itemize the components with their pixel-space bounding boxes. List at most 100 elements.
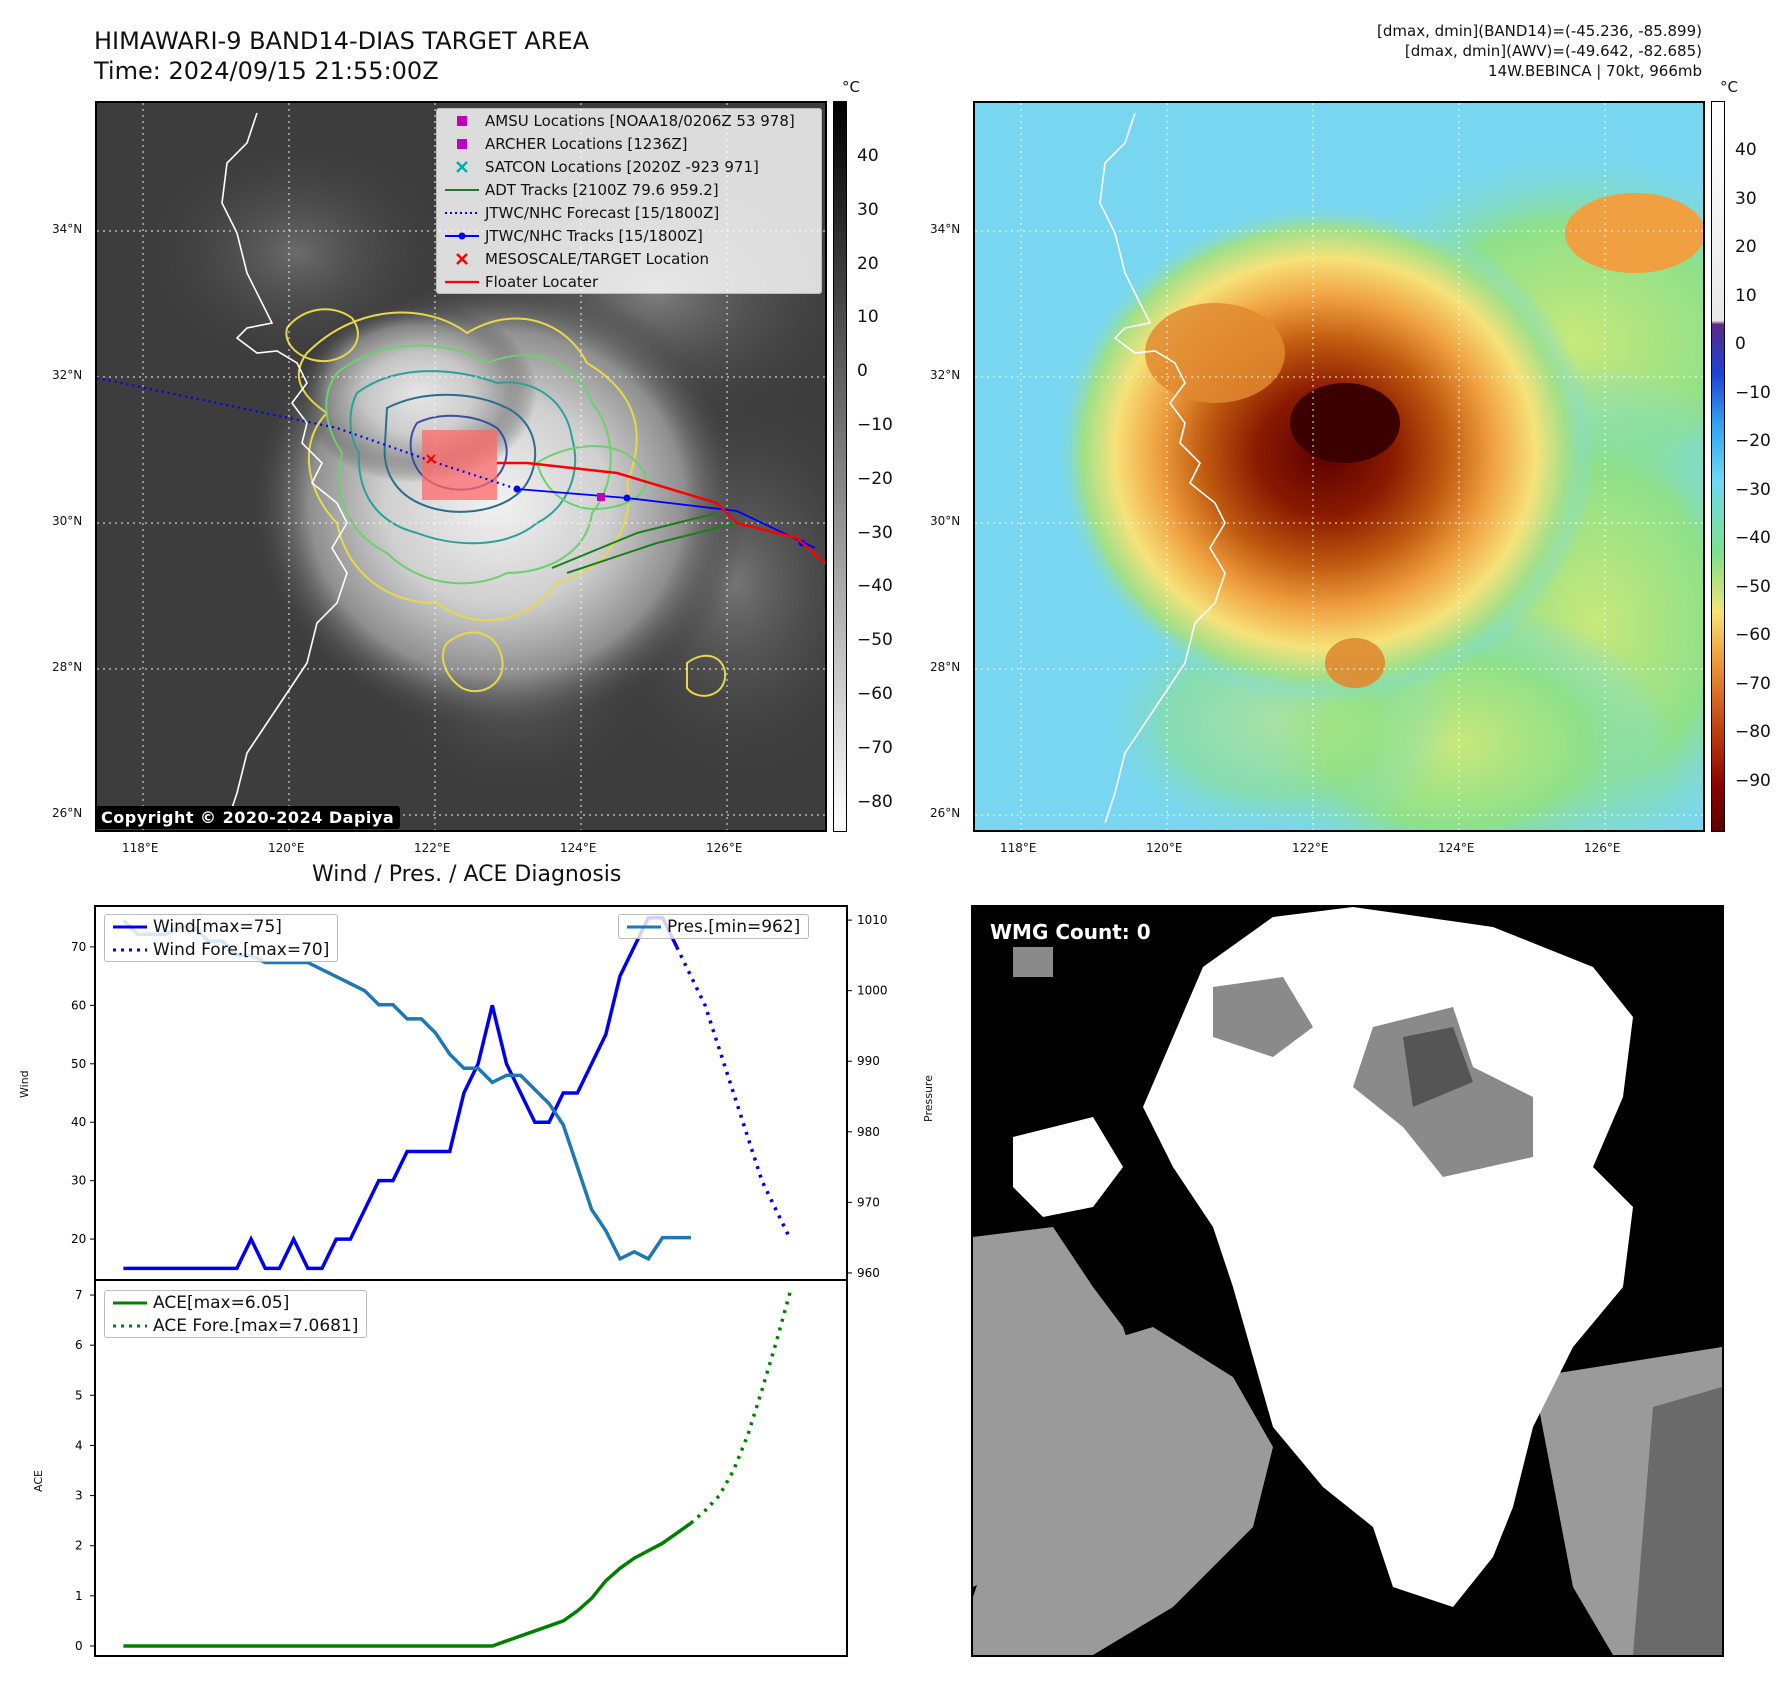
ace-ytick-label: 1 [75,1589,83,1603]
wind-ytick-label: 30 [71,1174,86,1188]
legend-adt: ADT Tracks [2100Z 79.6 959.2] [437,178,821,201]
lat-label-34-left: 34°N [52,222,83,236]
colorbar-left-tick: 30 [857,199,879,220]
wind-ytick-label: 60 [71,998,86,1012]
wind-ytick-label: 40 [71,1115,86,1129]
ace-ytick-label: 6 [75,1338,83,1352]
wind-legend: Wind[max=75] Wind Fore.[max=70] [104,914,339,962]
ace-ytick-label: 3 [75,1489,83,1503]
colorbar-right-tick: −80 [1735,722,1771,742]
legend-ace-fore-label: ACE Fore.[max=7.0681] [153,1315,359,1336]
colorbar-left-unit: °C [842,78,860,96]
legend-satcon: SATCON Locations [2020Z -923 971] [437,155,821,178]
ace-axes-frame [94,1279,848,1657]
colorbar-right-tick: 30 [1735,188,1757,209]
pressure-ytick-label: 1000 [857,984,888,998]
colorbar-right-tick: −10 [1735,382,1771,403]
ace-ytick-label: 7 [75,1288,83,1302]
wind-ylabel: Wind [18,1070,31,1098]
colorbar-right-tick: −70 [1735,673,1771,694]
lat-label-28-right: 28°N [930,660,961,674]
lat-label-30-left: 30°N [52,514,83,528]
lon-label-120-left: 120°E [268,841,305,855]
legend-archer-label: ARCHER Locations [1236Z] [485,134,688,153]
lat-label-28-left: 28°N [52,660,83,674]
lat-label-34-right: 34°N [930,222,961,236]
pressure-ylabel: Pressure [922,1075,935,1122]
legend-floater-label: Floater Locater [485,272,599,291]
ace-ytick-label: 2 [75,1539,83,1553]
colorbar-right-tick: −20 [1735,431,1771,451]
wind-ytick-label: 50 [71,1057,86,1071]
pressure-ytick-label: 1010 [857,913,888,927]
legend-wind-fore-label: Wind Fore.[max=70] [153,939,330,960]
colorbar-right-unit: °C [1720,78,1738,96]
series-wind-fore-max- [675,946,792,1240]
wind-ytick-label: 20 [71,1232,86,1246]
colorbar-left-tick: −10 [857,415,893,435]
legend-archer: ARCHER Locations [1236Z] [437,132,821,155]
colorbar-right-tick: −60 [1735,625,1771,645]
legend-wind-label: Wind[max=75] [153,916,282,937]
lat-label-26-right: 26°N [930,806,961,820]
storm-info: 14W.BEBINCA | 70kt, 966mb [1488,62,1702,80]
pressure-ytick-label: 990 [857,1054,880,1068]
colorbar-left-tick: −60 [857,684,893,704]
copyright-badge: Copyright © 2020-2024 Dapiya [95,806,401,829]
colorbar-right-tick: −40 [1735,528,1771,548]
colorbar-right-tick: 10 [1735,285,1757,306]
lon-label-118-left: 118°E [122,841,159,855]
legend-satcon-label: SATCON Locations [2020Z -923 971] [485,157,759,176]
legend-jtwc-forecast-label: JTWC/NHC Forecast [15/1800Z] [485,203,720,222]
ace-ylabel: ACE [32,1470,45,1492]
colorbar-right-tick: 40 [1735,140,1757,160]
lon-label-122-right: 122°E [1292,841,1329,855]
legend-amsu: AMSU Locations [NOAA18/0206Z 53 978] [437,109,821,132]
diagnosis-title: Wind / Pres. / ACE Diagnosis [312,862,622,887]
colorbar-left-tick: −40 [857,576,893,597]
wind-ytick-label: 70 [71,940,86,954]
colorbar-right-tick: −50 [1735,576,1771,597]
pressure-ytick-label: 970 [857,1195,880,1209]
colorbar-left-tick: −70 [857,737,893,758]
colorbar-right-tick: 20 [1735,237,1757,257]
legend-target-label: MESOSCALE/TARGET Location [485,249,710,268]
ace-legend: ACE[max=6.05] ACE Fore.[max=7.0681] [104,1290,368,1338]
legend-floater: Floater Locater [437,270,821,293]
enhanced-ir-map-panel [973,101,1705,832]
colorbar-left [833,101,847,832]
legend-ace-label: ACE[max=6.05] [153,1292,290,1313]
enhanced-ir-map-image [975,103,1703,830]
wind-axes-frame [94,905,848,1281]
series-ace-max- [123,1521,692,1648]
colorbar-left-tick: 10 [857,307,879,328]
lon-label-126-right: 126°E [1584,841,1621,855]
pressure-legend: Pres.[min=962] [618,914,810,939]
colorbar-left-tick: 20 [857,253,879,274]
legend-ace: ACE[max=6.05] [105,1291,366,1314]
dmax-awv: [dmax, dmin](AWV)=(-49.642, -82.685) [1404,42,1702,60]
legend-pres: Pres.[min=962] [619,915,808,938]
colorbar-left-tick: −80 [857,791,893,812]
lat-label-30-right: 30°N [930,514,961,528]
ace-ytick-label: 4 [75,1438,83,1452]
colorbar-left-tick: 0 [857,361,868,382]
colorbar-right-tick: −90 [1735,770,1771,791]
legend-amsu-label: AMSU Locations [NOAA18/0206Z 53 978] [485,111,795,130]
dmax-band14: [dmax, dmin](BAND14)=(-45.236, -85.899) [1377,22,1702,40]
legend-pres-label: Pres.[min=962] [667,916,801,937]
series-wind-max- [123,915,679,1271]
legend-jtwc-tracks-label: JTWC/NHC Tracks [15/1800Z] [485,226,703,245]
pressure-ytick-label: 960 [857,1266,880,1280]
figure-title: HIMAWARI-9 BAND14-DIAS TARGET AREA [94,27,590,55]
colorbar-right-tick: −30 [1735,479,1771,500]
lon-label-122-left: 122°E [414,841,451,855]
legend-target: MESOSCALE/TARGET Location [437,247,821,270]
colorbar-right-tick: 0 [1735,334,1746,354]
lon-label-124-left: 124°E [560,841,597,855]
wmg-image [973,907,1722,1655]
colorbar-left-tick: −20 [857,468,893,489]
ace-ytick-label: 5 [75,1388,83,1402]
legend-wind: Wind[max=75] [105,915,337,938]
ace-ytick-label: 0 [75,1639,83,1653]
